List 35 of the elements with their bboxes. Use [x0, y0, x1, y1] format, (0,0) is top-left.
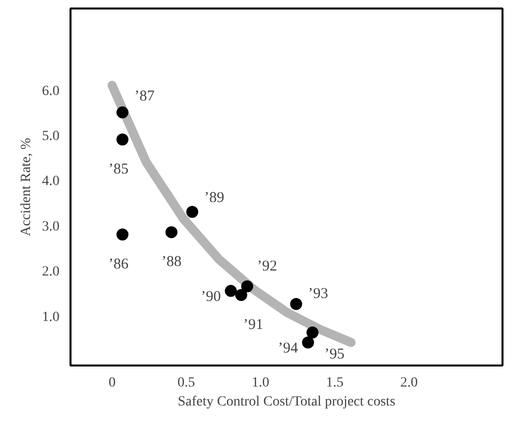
point [116, 228, 128, 240]
point [186, 206, 198, 218]
point [116, 106, 128, 118]
x-axis-title: Safety Control Cost/Total project costs [178, 394, 396, 410]
annotation: ’89 [204, 190, 224, 206]
x-tick-label: 2.0 [400, 376, 418, 390]
y-tick-label: 4.0 [42, 174, 60, 190]
annotation: ’90 [200, 288, 221, 305]
point [224, 284, 237, 297]
y-tick-label: 1.0 [42, 310, 60, 325]
x-tick-label: 1.5 [326, 376, 344, 390]
annotation: ’87 [134, 88, 155, 104]
annotation: ’86 [108, 256, 129, 272]
annotation: ’94 [278, 340, 299, 356]
annotation: ’88 [161, 254, 182, 270]
annotation: ’95 [324, 346, 344, 363]
x-tick-label: 1.0 [252, 376, 270, 390]
point [290, 298, 302, 310]
y-tick-label: 6.0 [42, 84, 60, 99]
x-tick-label: 0.5 [178, 376, 196, 390]
y-tick-label: 5.0 [42, 129, 60, 144]
y-tick-label: 2.0 [42, 264, 60, 280]
x-tick-label: 0 [108, 376, 116, 390]
annotation: ’91 [243, 317, 264, 334]
annotation: ’92 [257, 258, 278, 274]
point [116, 134, 128, 146]
point [241, 280, 254, 292]
y-axis-title: Accident Rate, % [19, 137, 34, 236]
annotation: ’85 [108, 162, 128, 178]
y-tick-label: 3.0 [42, 219, 60, 234]
point [235, 289, 248, 301]
point [302, 336, 314, 348]
point [165, 226, 178, 238]
point [306, 326, 318, 338]
annotation: ’93 [308, 286, 328, 302]
